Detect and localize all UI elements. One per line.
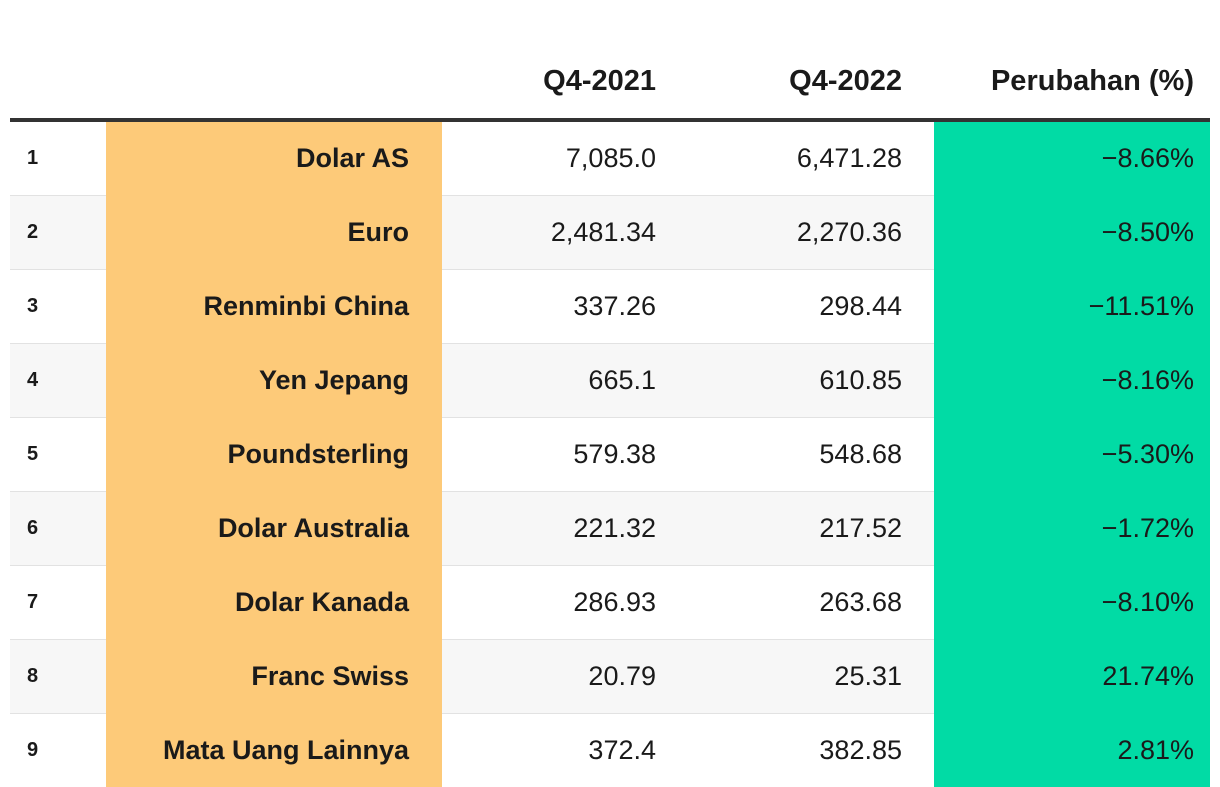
row-currency-name: Poundsterling xyxy=(106,418,442,492)
row-rank: 8 xyxy=(10,640,106,714)
header-row: Q4-2021 Q4-2022 Perubahan (%) xyxy=(10,0,1210,120)
row-value-q4-2021: 20.79 xyxy=(442,640,688,714)
row-rank: 6 xyxy=(10,492,106,566)
header-rank xyxy=(10,0,106,120)
row-change-percent: −8.10% xyxy=(934,566,1210,640)
row-rank: 7 xyxy=(10,566,106,640)
row-currency-name: Yen Jepang xyxy=(106,344,442,418)
row-change-percent: −8.50% xyxy=(934,196,1210,270)
row-value-q4-2021: 286.93 xyxy=(442,566,688,640)
table-header: Q4-2021 Q4-2022 Perubahan (%) xyxy=(10,0,1210,120)
row-value-q4-2022: 2,270.36 xyxy=(688,196,934,270)
row-value-q4-2021: 337.26 xyxy=(442,270,688,344)
row-value-q4-2022: 263.68 xyxy=(688,566,934,640)
row-rank: 2 xyxy=(10,196,106,270)
header-name xyxy=(106,0,442,120)
row-change-percent: −8.66% xyxy=(934,120,1210,196)
row-rank: 3 xyxy=(10,270,106,344)
row-change-percent: −1.72% xyxy=(934,492,1210,566)
row-value-q4-2022: 25.31 xyxy=(688,640,934,714)
row-rank: 4 xyxy=(10,344,106,418)
row-value-q4-2021: 2,481.34 xyxy=(442,196,688,270)
row-value-q4-2022: 610.85 xyxy=(688,344,934,418)
row-currency-name: Dolar AS xyxy=(106,120,442,196)
header-q4-2022[interactable]: Q4-2022 xyxy=(688,0,934,120)
row-value-q4-2021: 221.32 xyxy=(442,492,688,566)
row-rank: 5 xyxy=(10,418,106,492)
row-value-q4-2022: 217.52 xyxy=(688,492,934,566)
header-change[interactable]: Perubahan (%) xyxy=(934,0,1210,120)
row-change-percent: −11.51% xyxy=(934,270,1210,344)
row-change-percent: −5.30% xyxy=(934,418,1210,492)
row-currency-name: Euro xyxy=(106,196,442,270)
row-value-q4-2022: 6,471.28 xyxy=(688,120,934,196)
row-currency-name: Dolar Australia xyxy=(106,492,442,566)
row-currency-name: Franc Swiss xyxy=(106,640,442,714)
row-value-q4-2021: 7,085.0 xyxy=(442,120,688,196)
row-currency-name: Renminbi China xyxy=(106,270,442,344)
row-currency-name: Dolar Kanada xyxy=(106,566,442,640)
row-value-q4-2022: 548.68 xyxy=(688,418,934,492)
row-value-q4-2021: 665.1 xyxy=(442,344,688,418)
row-rank: 1 xyxy=(10,120,106,196)
row-change-percent: 21.74% xyxy=(934,640,1210,714)
row-change-percent: −8.16% xyxy=(934,344,1210,418)
row-value-q4-2022: 298.44 xyxy=(688,270,934,344)
header-q4-2021[interactable]: Q4-2021 xyxy=(442,0,688,120)
row-value-q4-2021: 579.38 xyxy=(442,418,688,492)
